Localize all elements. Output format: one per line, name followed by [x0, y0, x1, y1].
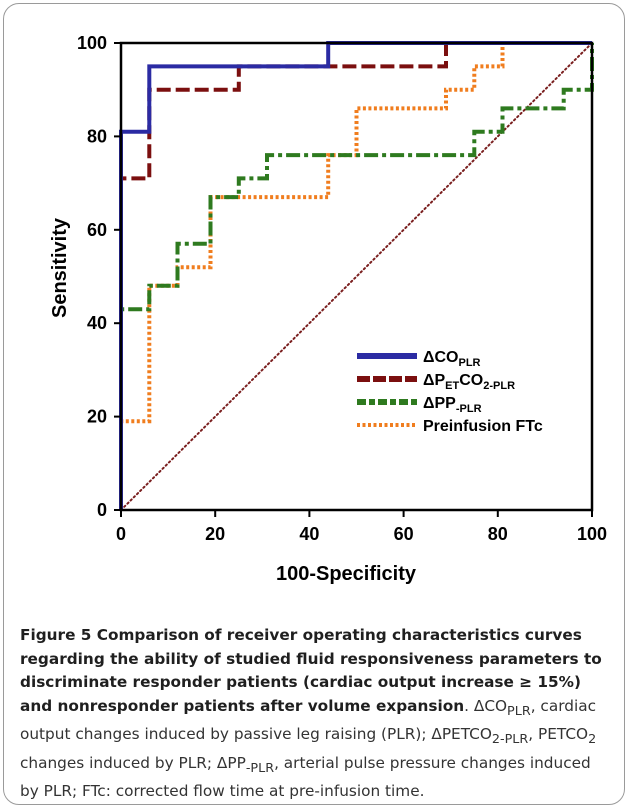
figure-title: Comparison of receiver operating charact… — [20, 626, 602, 715]
y-tick-label: 40 — [87, 313, 107, 333]
caption-text: , arterial pulse pressure changes induce… — [20, 753, 591, 801]
caption-text: , cardiac output changes induced by pass… — [20, 696, 596, 744]
legend-label-dco: ΔCOPLR — [423, 349, 481, 369]
x-tick-label: 60 — [394, 524, 414, 544]
y-tick-label: 100 — [77, 33, 107, 53]
y-tick-label: 0 — [97, 500, 107, 520]
y-tick-label: 60 — [87, 220, 107, 240]
roc-chart: 0 20 40 60 80 100 0 20 40 60 80 100 ΔCOPLR ΔPETCO2-P… — [49, 33, 607, 585]
x-tick-label: 20 — [205, 524, 225, 544]
figure-frame — [3, 3, 625, 805]
reference-diagonal — [120, 42, 593, 511]
y-tick-label: 80 — [87, 126, 107, 146]
figure-caption: Figure 5 Comparison of receiver operatin… — [20, 624, 610, 804]
caption-text: . ΔCO — [464, 696, 508, 715]
series-line-ftc — [119, 41, 592, 510]
x-tick-label: 100 — [577, 524, 607, 544]
figure-label: Figure 5 — [20, 626, 92, 644]
series-line-dpetco2 — [119, 41, 592, 510]
caption-subscript: -PLR — [245, 760, 275, 776]
caption-subscript: 2 — [588, 732, 597, 748]
caption-subscript: PLR — [507, 703, 531, 719]
x-tick-label: 40 — [299, 524, 319, 544]
x-tick-label: 80 — [488, 524, 508, 544]
legend-label-dpetco2: ΔPETCO2-PLR — [423, 372, 515, 392]
caption-text: , PETCO — [528, 725, 589, 744]
legend-label-dpp: ΔPP-PLR — [423, 395, 482, 415]
y-axis-label: Sensitivity — [49, 217, 71, 318]
legend-label-ftc: Preinfusion FTc — [423, 418, 543, 435]
series-line-dpp — [119, 43, 594, 510]
plot-frame — [119, 41, 594, 512]
x-axis-label: 100-Specificity — [276, 563, 417, 585]
x-tick-label: 0 — [116, 524, 126, 544]
caption-subscript: 2-PLR — [491, 732, 529, 748]
caption-text: changes induced by PLR; ΔPP — [20, 753, 246, 772]
y-tick-label: 20 — [87, 407, 107, 427]
